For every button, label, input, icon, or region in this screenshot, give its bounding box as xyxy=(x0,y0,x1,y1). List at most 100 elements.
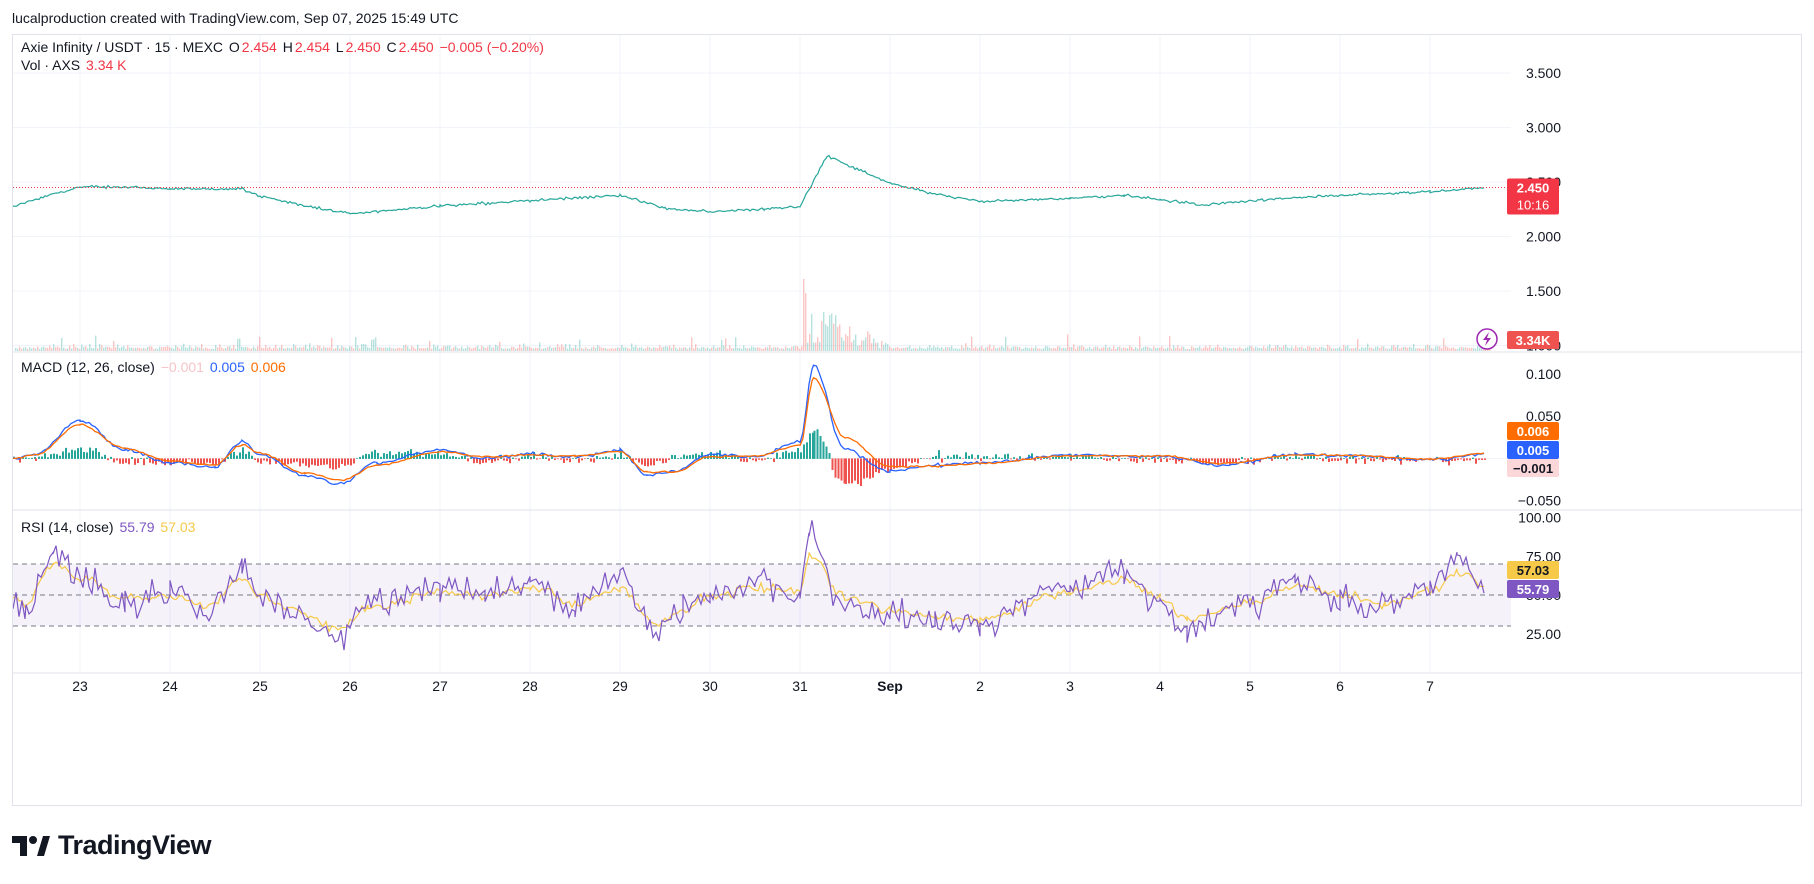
volume-bar xyxy=(1105,344,1107,351)
macd-histogram-bar xyxy=(62,451,64,459)
volume-bar xyxy=(349,346,351,351)
volume-bar xyxy=(415,348,417,351)
volume-bar xyxy=(1353,348,1355,351)
macd-histogram-bar xyxy=(557,458,559,460)
macd-histogram-bar xyxy=(1205,458,1207,465)
volume-bar xyxy=(1429,345,1431,351)
x-tick-label: 27 xyxy=(432,678,448,694)
volume-bar xyxy=(837,326,839,351)
macd-histogram-bar xyxy=(1166,458,1168,462)
macd-histogram-bar xyxy=(1136,458,1138,464)
volume-bar xyxy=(1135,347,1137,351)
volume-bar xyxy=(175,345,177,351)
volume-bar xyxy=(1365,347,1367,351)
volume-bar xyxy=(875,342,877,351)
macd-histogram-bar xyxy=(449,456,451,459)
volume-bar xyxy=(1039,348,1041,351)
chart-canvas[interactable]: 232425262728293031Sep2345673.5003.0002.5… xyxy=(12,35,1803,807)
volume-bar xyxy=(689,347,691,351)
macd-histogram-bar xyxy=(1481,458,1483,460)
volume-bar xyxy=(537,347,539,351)
volume-bar xyxy=(1089,346,1091,351)
volume-bar xyxy=(565,343,567,351)
volume-bar xyxy=(167,345,169,351)
macd-histogram-bar xyxy=(479,458,481,465)
macd-histogram-bar xyxy=(257,458,259,463)
x-tick-label: 4 xyxy=(1156,678,1164,694)
volume-bar xyxy=(93,348,95,351)
macd-histogram-bar xyxy=(56,454,58,459)
volume-bar xyxy=(1411,347,1413,351)
volume-bar xyxy=(227,346,229,351)
volume-bar xyxy=(1473,347,1475,351)
volume-bar xyxy=(937,346,939,351)
volume-bar xyxy=(887,344,889,351)
macd-histogram-bar xyxy=(569,458,571,463)
volume-bar xyxy=(1103,347,1105,351)
volume-bar xyxy=(1165,348,1167,351)
macd-histogram-bar xyxy=(635,458,637,460)
volume-bar xyxy=(923,348,925,351)
macd-histogram-bar xyxy=(1295,453,1297,459)
macd-histogram-bar xyxy=(977,454,979,459)
macd-histogram-bar xyxy=(344,458,346,466)
macd-histogram-bar xyxy=(890,458,892,467)
volume-bar xyxy=(291,347,293,351)
volume-bar xyxy=(505,348,507,351)
volume-bar xyxy=(1143,347,1145,351)
macd-legend[interactable]: MACD (12, 26, close) −0.001 0.005 0.006 xyxy=(21,359,288,375)
macd-histogram-bar xyxy=(980,458,982,460)
volume-bar xyxy=(1263,346,1265,351)
volume-legend[interactable]: Vol · AXS 3.34 K xyxy=(21,57,129,73)
chart-frame[interactable]: 232425262728293031Sep2345673.5003.0002.5… xyxy=(12,34,1803,807)
macd-histogram-bar xyxy=(1085,455,1087,459)
tradingview-logo-icon xyxy=(12,835,50,856)
volume-bar xyxy=(733,348,735,351)
x-tick-label: 2 xyxy=(976,678,984,694)
volume-bar xyxy=(303,346,305,351)
volume-bar xyxy=(1107,347,1109,351)
volume-bar xyxy=(839,324,841,351)
volume-bar xyxy=(957,348,959,351)
volume-bar xyxy=(1317,348,1319,351)
macd-histogram-bar xyxy=(1325,456,1327,459)
macd-histogram-bar xyxy=(212,458,214,465)
volume-bar xyxy=(773,347,775,351)
macd-histogram-bar xyxy=(1349,456,1351,459)
symbol-title[interactable]: Axie Infinity / USDT · 15 · MEXC xyxy=(21,39,224,55)
macd-histogram-bar xyxy=(1280,457,1282,459)
macd-histogram-bar xyxy=(25,457,27,459)
macd-histogram-bar xyxy=(1364,458,1366,464)
macd-histogram-bar xyxy=(1208,458,1210,464)
volume-bar xyxy=(1359,348,1361,351)
volume-bar xyxy=(981,345,983,351)
symbol-legend[interactable]: Axie Infinity / USDT · 15 · MEXC O 2.454 … xyxy=(21,39,546,55)
volume-bar xyxy=(1233,347,1235,351)
volume-bar xyxy=(493,347,495,351)
volume-bar xyxy=(491,347,493,351)
volume-bar xyxy=(301,347,303,351)
x-tick-label: 24 xyxy=(162,678,178,694)
volume-bar xyxy=(1035,346,1037,351)
volume-bar xyxy=(1463,347,1465,351)
volume-bar xyxy=(1203,347,1205,351)
volume-bar xyxy=(329,347,331,351)
rsi-legend[interactable]: RSI (14, close) 55.79 57.03 xyxy=(21,519,197,535)
volume-bar xyxy=(661,347,663,351)
volume-bar xyxy=(463,348,465,351)
volume-bar xyxy=(1323,347,1325,351)
macd-histogram-bar xyxy=(605,456,607,459)
volume-bar xyxy=(739,347,741,351)
volume-bar xyxy=(1119,346,1121,351)
tradingview-logo[interactable]: TradingView xyxy=(12,830,212,861)
macd-histogram-bar xyxy=(143,458,145,466)
volume-bar xyxy=(897,347,899,351)
macd-histogram-bar xyxy=(317,458,319,466)
volume-bar xyxy=(1301,346,1303,351)
volume-bar xyxy=(1161,346,1163,351)
volume-bar xyxy=(223,348,225,351)
volume-bar xyxy=(1367,343,1369,351)
macd-histogram-bar xyxy=(914,458,916,463)
macd-histogram-bar xyxy=(611,458,613,460)
macd-histogram-bar xyxy=(638,458,640,463)
